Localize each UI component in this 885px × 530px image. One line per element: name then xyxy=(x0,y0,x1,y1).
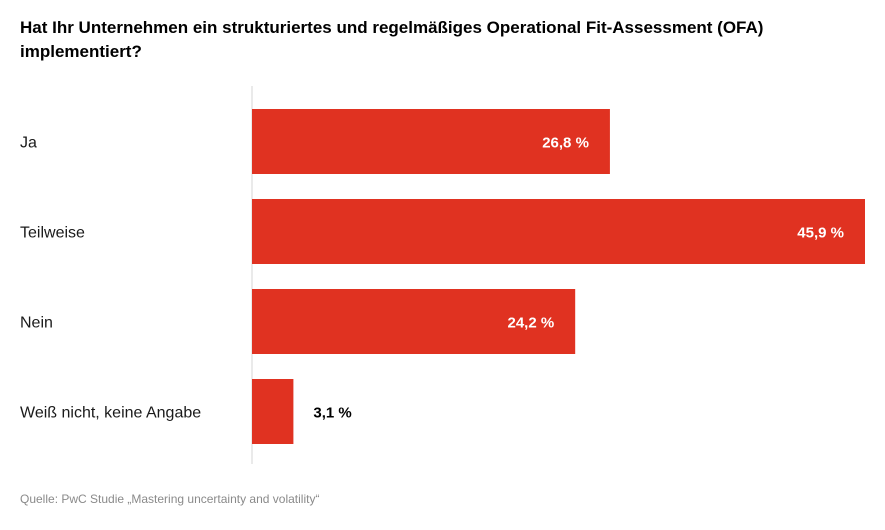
bar-weiß-nicht-keine-angabe xyxy=(252,379,294,444)
chart-title: Hat Ihr Unternehmen ein strukturiertes u… xyxy=(20,18,764,61)
category-label-nein: Nein xyxy=(20,315,53,332)
category-label-ja: Ja xyxy=(20,135,37,152)
value-label-ja: 26,8 % xyxy=(542,135,589,152)
value-label-nein: 24,2 % xyxy=(507,315,554,332)
source-note: Quelle: PwC Studie „Mastering uncertaint… xyxy=(20,492,320,506)
bars-group xyxy=(252,109,865,444)
value-label-teilweise: 45,9 % xyxy=(797,225,844,242)
category-label-teilweise: Teilweise xyxy=(20,225,85,242)
category-label-weiß-nicht-keine-angabe: Weiß nicht, keine Angabe xyxy=(20,405,201,422)
value-labels-group: 26,8 % 45,9 % 24,2 % 3,1 % xyxy=(313,135,844,422)
category-labels-group: Ja Teilweise Nein Weiß nicht, keine Angabe xyxy=(20,135,201,422)
bar-ja xyxy=(252,109,610,174)
bar-teilweise xyxy=(252,199,865,264)
value-label-weiß-nicht-keine-angabe: 3,1 % xyxy=(313,405,351,422)
bar-nein xyxy=(252,289,576,354)
